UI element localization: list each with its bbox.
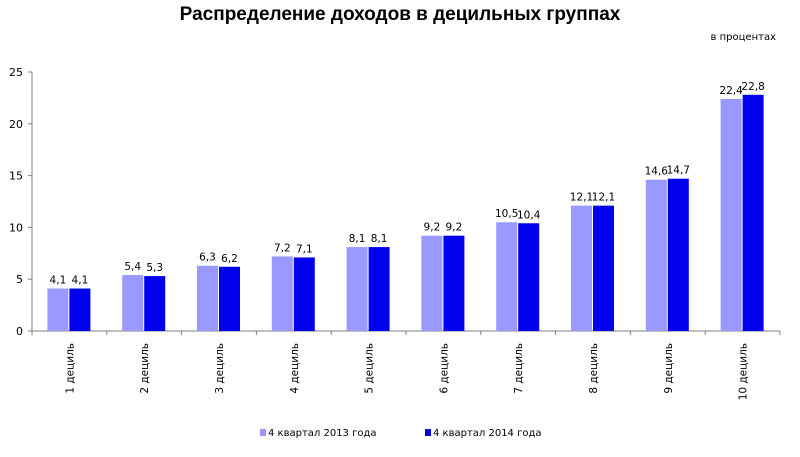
category-label: 6 дециль xyxy=(438,343,450,394)
data-label: 9,2 xyxy=(424,222,441,234)
bar-2014 xyxy=(667,178,689,331)
category-label: 1 дециль xyxy=(64,343,76,394)
category-label: 8 дециль xyxy=(588,343,600,394)
bar-2013 xyxy=(346,247,368,331)
data-label: 7,2 xyxy=(274,242,291,254)
y-tick-label: 10 xyxy=(9,221,23,234)
category-label: 3 дециль xyxy=(214,343,226,394)
bar-2013 xyxy=(271,256,293,331)
legend-label: 4 квартал 2014 года xyxy=(433,428,542,439)
bar-2014 xyxy=(742,94,764,332)
legend-swatch xyxy=(260,429,266,436)
category-label: 2 дециль xyxy=(139,343,151,394)
data-label: 5,4 xyxy=(124,261,141,273)
data-label: 4,1 xyxy=(50,275,67,287)
data-label: 12,1 xyxy=(570,192,593,204)
bar-2014 xyxy=(293,257,315,331)
data-label: 8,1 xyxy=(371,233,388,245)
category-label: 7 дециль xyxy=(513,343,525,394)
legend-label: 4 квартал 2013 года xyxy=(268,428,377,439)
bar-2013 xyxy=(645,179,667,331)
data-label: 10,5 xyxy=(495,208,518,220)
data-label: 7,1 xyxy=(296,243,313,255)
category-label: 10 дециль xyxy=(738,343,750,400)
y-tick-label: 0 xyxy=(16,325,23,338)
bar-2013 xyxy=(496,222,518,331)
y-tick-label: 20 xyxy=(9,118,23,131)
data-label: 14,7 xyxy=(667,165,690,177)
bar-2014 xyxy=(69,288,91,331)
bar-2013 xyxy=(122,275,144,331)
bar-2014 xyxy=(443,235,465,331)
bar-2014 xyxy=(593,205,614,331)
category-label: 5 дециль xyxy=(364,343,376,394)
bar-2013 xyxy=(47,288,69,331)
data-label: 5,3 xyxy=(146,262,163,274)
bar-2014 xyxy=(518,223,540,331)
bar-2013 xyxy=(720,98,742,331)
y-tick-label: 15 xyxy=(9,170,23,183)
data-label: 4,1 xyxy=(72,275,89,287)
y-tick-label: 25 xyxy=(9,66,23,79)
bar-2013 xyxy=(421,235,443,331)
legend-swatch xyxy=(425,429,431,436)
data-label: 14,6 xyxy=(645,166,669,178)
category-label: 4 дециль xyxy=(289,343,301,394)
bar-2014 xyxy=(219,266,240,331)
data-label: 22,4 xyxy=(719,85,743,97)
category-label: 9 дециль xyxy=(663,343,675,394)
units-label: в процентах xyxy=(710,32,776,43)
data-label: 6,3 xyxy=(199,252,216,264)
data-label: 22,8 xyxy=(741,81,764,93)
data-label: 12,1 xyxy=(592,192,615,204)
data-label: 6,2 xyxy=(221,253,238,265)
bar-2014 xyxy=(144,276,166,331)
y-tick-label: 5 xyxy=(16,273,23,286)
data-label: 10,4 xyxy=(517,209,541,221)
data-label: 9,2 xyxy=(446,222,463,234)
chart-title: Распределение доходов в децильных группа… xyxy=(179,4,621,25)
bar-2013 xyxy=(197,265,218,331)
bar-2014 xyxy=(368,247,390,331)
bar-2013 xyxy=(571,205,592,331)
data-label: 8,1 xyxy=(349,233,366,245)
